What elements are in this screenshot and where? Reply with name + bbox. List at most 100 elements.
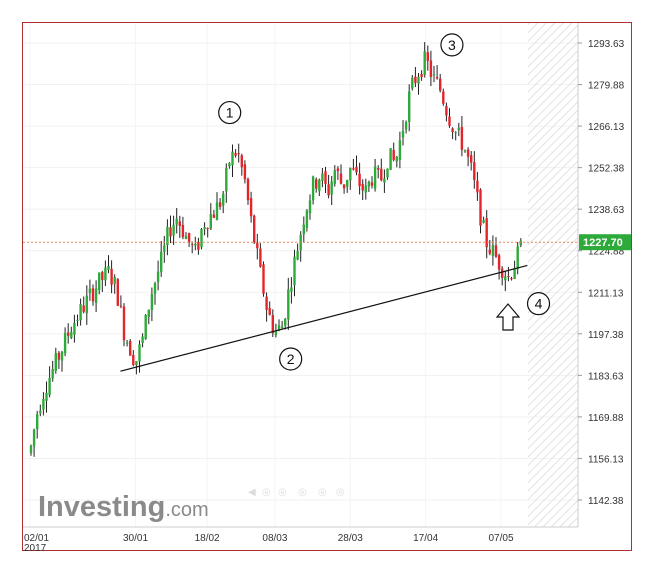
svg-text:◎: ◎: [262, 487, 271, 498]
candle: [222, 191, 225, 214]
candle: [206, 227, 209, 238]
candle: [398, 131, 402, 169]
candle: [411, 74, 414, 91]
candle: [39, 404, 42, 417]
candle: [302, 216, 305, 243]
candle: [358, 162, 361, 195]
candle: [352, 158, 355, 171]
candle: [144, 313, 147, 340]
watermark-logo: Investing.com: [38, 491, 209, 523]
candle: [215, 192, 219, 221]
pattern-markers: 1 2 3 4: [218, 33, 551, 371]
candle: [178, 215, 181, 238]
candle: [271, 309, 274, 337]
candle: [51, 360, 54, 382]
current-price-label: 1227.70: [583, 237, 623, 249]
candle: [333, 165, 336, 187]
candle: [287, 277, 290, 330]
candle: [364, 178, 367, 200]
future-area: [528, 23, 578, 527]
y-tick-label: 1169.88: [588, 413, 624, 424]
candle: [349, 167, 352, 190]
candle: [82, 296, 85, 314]
candle: [296, 243, 299, 261]
candle: [311, 175, 315, 205]
candle: [243, 160, 247, 184]
candle: [234, 149, 237, 158]
x-tick-label: 08/03: [262, 533, 287, 544]
candle: [268, 301, 271, 316]
toolbar-icons: ◀ ◎ ◎ ◎ ◎ ◎: [248, 487, 345, 498]
x-tick-label: 30/01: [123, 533, 148, 544]
gridlines: [23, 23, 578, 527]
candle: [321, 168, 324, 188]
candle: [463, 149, 467, 153]
candle: [318, 178, 321, 196]
candle: [228, 162, 231, 169]
candle: [280, 320, 284, 329]
candle: [57, 350, 61, 370]
svg-text:◎: ◎: [336, 487, 345, 498]
candle: [91, 284, 95, 306]
y-tick-label: 1252.38: [588, 164, 625, 175]
candle: [417, 72, 420, 95]
x-tick-label: 28/03: [338, 533, 363, 544]
candle: [29, 444, 33, 456]
candle: [203, 222, 206, 236]
candle: [284, 317, 287, 330]
candle: [42, 392, 45, 416]
svg-text:◎: ◎: [318, 487, 327, 498]
svg-text:2: 2: [287, 351, 295, 367]
candle: [181, 216, 185, 240]
candle: [265, 292, 268, 322]
candle: [290, 277, 293, 304]
svg-text:3: 3: [448, 37, 456, 53]
candle: [451, 127, 454, 140]
candle: [386, 168, 389, 180]
candle: [339, 164, 343, 185]
candle: [147, 309, 150, 325]
candle: [218, 198, 222, 210]
y-tick-label: 1266.13: [588, 122, 625, 133]
candle: [138, 340, 141, 373]
candle: [460, 115, 464, 157]
svg-text:1: 1: [226, 105, 234, 121]
candle: [76, 314, 79, 327]
candle: [32, 428, 36, 457]
candle: [125, 339, 129, 347]
candle: [119, 295, 123, 309]
current-price-box: [579, 234, 631, 251]
candle: [404, 120, 408, 134]
candle: [197, 237, 200, 255]
candle: [395, 155, 398, 168]
candle: [256, 233, 259, 260]
chart-frame: [22, 22, 632, 551]
candle: [160, 241, 163, 277]
candle: [383, 169, 386, 193]
x-tick-label: 18/02: [195, 533, 220, 544]
y-tick-label: 1211.13: [588, 288, 624, 299]
candle: [153, 281, 157, 305]
y-tick-label: 1279.88: [588, 81, 625, 92]
candle: [510, 276, 513, 281]
pattern-marker-1: 1: [218, 100, 242, 125]
candle: [367, 180, 371, 192]
candle: [420, 70, 423, 81]
candle: [129, 339, 132, 356]
candle: [482, 216, 485, 224]
svg-text:4: 4: [535, 296, 543, 312]
candle: [414, 67, 417, 88]
candle: [473, 151, 476, 189]
candle: [156, 260, 160, 291]
svg-text:◎: ◎: [298, 487, 307, 498]
candle: [342, 184, 346, 194]
candle: [497, 253, 501, 280]
candle: [293, 249, 296, 297]
candle: [355, 155, 358, 176]
candle: [70, 326, 73, 340]
candle: [501, 266, 504, 286]
candle: [240, 153, 243, 176]
candle: [104, 260, 107, 286]
up-arrow-icon: [495, 303, 521, 331]
candle: [429, 50, 433, 87]
